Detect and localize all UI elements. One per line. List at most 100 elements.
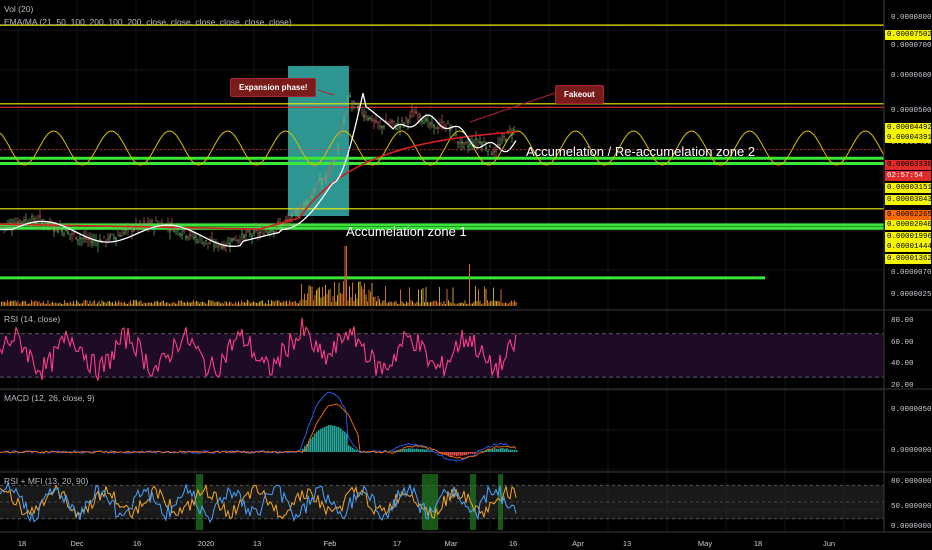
candle-body [287,218,289,221]
volume-tick-label: 0.00000250 [891,291,932,299]
volume-bar [164,303,166,306]
volume-bar [332,295,334,306]
ema-legend[interactable]: EMA/MA (21, 50, 100, 200, 100, 200, clos… [4,17,292,27]
macd-histogram-bar [514,449,516,452]
candle-body [83,237,85,239]
volume-bar [463,303,464,306]
candle-body [209,242,211,244]
macd-histogram-bar [396,450,398,452]
candle-body [201,243,203,245]
volume-bar [272,300,274,306]
volume-bar [166,302,167,306]
candle-body [403,123,405,125]
macd-histogram-bar [114,452,116,453]
volume-bar [422,288,424,306]
volume-bar [163,300,164,306]
fakeout-pointer [469,92,556,123]
macd-histogram-bar [486,450,488,452]
macd-histogram-bar [304,446,306,452]
volume-legend[interactable]: Vol (20) [4,4,34,14]
macd-histogram-bar [468,452,470,454]
candle-body [151,220,153,222]
candle-body [85,236,87,240]
volume-bar [13,300,14,306]
candle-body [123,232,125,234]
volume-bar [178,300,179,306]
candle-body [231,238,233,242]
candle-body [55,223,57,226]
candle-body [481,142,483,146]
volume-bar [214,302,215,306]
volume-bar [473,301,475,306]
candle-body [433,124,435,128]
macd-legend[interactable]: MACD (12, 26, close, 9) [4,393,95,403]
candle-body [317,181,319,184]
volume-bar [185,302,187,306]
volume-bar [80,303,82,306]
volume-bar [248,300,250,306]
volume-bar [58,303,59,306]
macd-histogram-bar [480,451,482,452]
volume-bar [226,301,227,306]
volume-bar [287,303,289,306]
candle-body [421,120,423,122]
candle-body [105,240,107,242]
rsi-legend[interactable]: RSI (14, close) [4,314,61,324]
volume-bar [22,301,23,306]
volume-pane [1,246,517,306]
volume-bar [439,286,440,306]
volume-bar [34,301,35,306]
volume-bar [7,300,8,306]
volume-bar [343,281,344,306]
volume-bar [430,302,431,306]
volume-bar [71,303,73,306]
macd-histogram-bar [126,452,128,453]
rsi-band-fill [0,333,884,378]
volume-bar [436,300,437,306]
volume-bar [500,289,502,306]
candle-body [99,239,101,242]
volume-bar [269,303,271,306]
rsi-line [0,317,517,382]
macd-histogram-bar [456,452,458,457]
candle-body [383,126,385,128]
candle-body [223,245,225,249]
macd-histogram-bar [352,447,354,452]
candle-body [397,123,399,125]
candle-body [197,241,199,243]
volume-bar [271,300,272,306]
candle-body [423,122,425,124]
macd-histogram-bar [494,448,496,452]
volume-bar [293,301,295,306]
volume-bar [110,302,112,306]
price-pane [0,24,885,280]
macd-pane [0,391,518,462]
candle-body [495,149,497,152]
volume-bar [290,301,292,306]
candle-body [3,226,5,228]
volume-bar [182,302,184,306]
macd-histogram-bar [316,431,318,452]
candle-body [53,229,55,232]
candle-body [273,230,275,233]
volume-bar [194,301,196,306]
volume-bar [77,301,79,306]
candle-body [505,139,507,142]
volume-bar [320,297,322,306]
volume-bar [247,300,248,306]
volume-bar [32,301,34,306]
rsimfi-tick-label: 50.0000000 [891,503,932,511]
volume-bar [20,302,22,306]
volume-bar [229,301,230,306]
candle-body [131,230,133,232]
rsi-mfi-legend[interactable]: RSI + MFI (13, 20, 90) [4,476,89,486]
macd-histogram-bar [302,448,304,452]
volume-bar [227,303,229,306]
volume-bar [344,246,346,306]
volume-bar [23,301,25,306]
price-badge: 0.00004492 [885,123,932,133]
volume-bar [508,303,509,306]
candle-body [369,116,371,119]
candle-body [413,115,415,117]
volume-bar [472,303,473,306]
